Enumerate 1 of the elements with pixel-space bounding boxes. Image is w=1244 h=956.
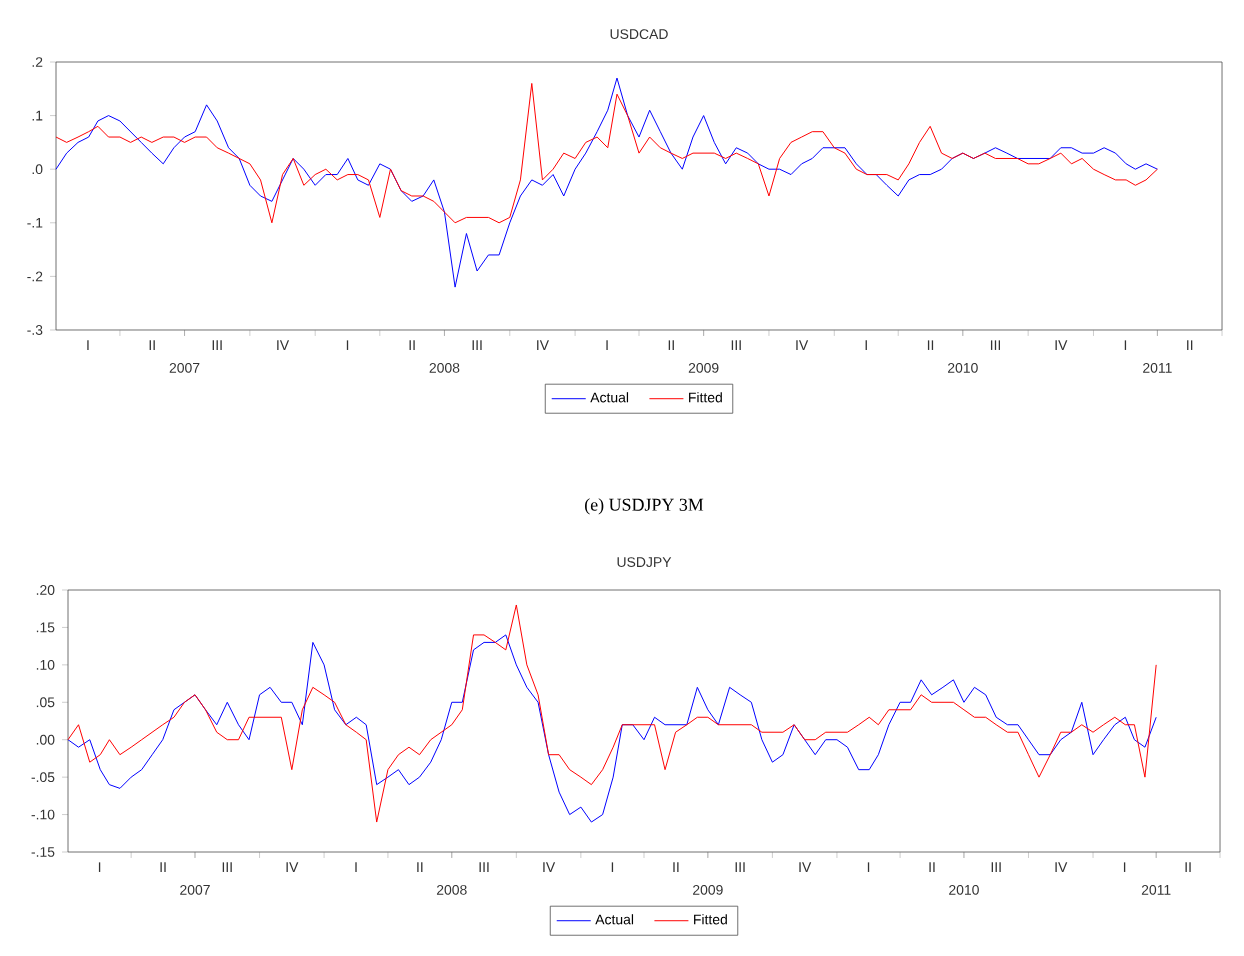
chart-subtitle: (e) USDJPY 3M [585, 498, 704, 515]
